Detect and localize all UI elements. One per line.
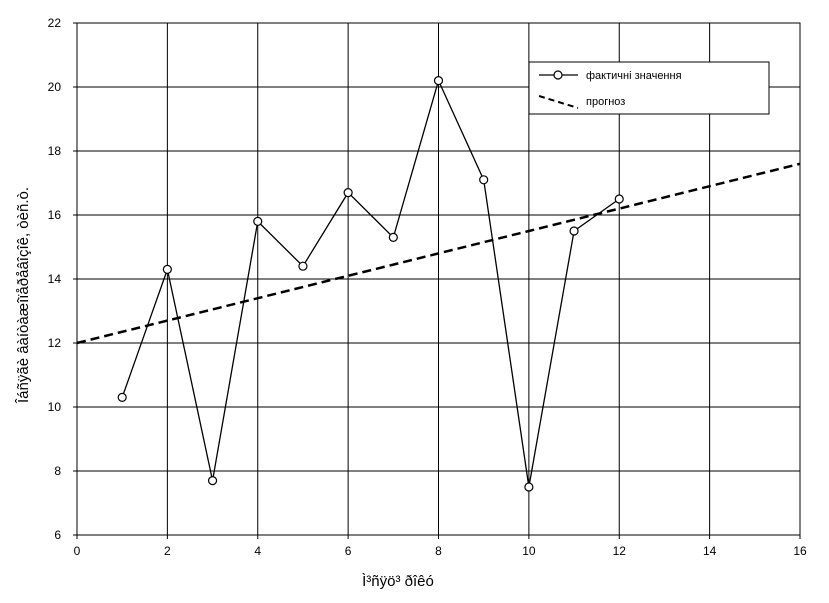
actual-value-point bbox=[479, 175, 489, 185]
x-tick-label: 8 bbox=[435, 544, 442, 558]
y-tick-label: 20 bbox=[48, 80, 62, 94]
x-tick-label: 10 bbox=[522, 544, 536, 558]
legend-label-forecast: прогноз bbox=[586, 96, 625, 108]
y-tick-label: 6 bbox=[54, 528, 61, 542]
y-tick-label: 16 bbox=[48, 208, 62, 222]
y-tick-label: 18 bbox=[48, 144, 62, 158]
actual-value-point bbox=[253, 216, 263, 226]
forecast-line bbox=[76, 162, 801, 345]
plot-frame bbox=[76, 22, 801, 536]
actual-value-point bbox=[207, 476, 218, 486]
y-tick-label: 14 bbox=[48, 272, 62, 286]
y-tick-label: 8 bbox=[54, 464, 61, 478]
x-tick-label: 14 bbox=[703, 544, 717, 558]
actual-values-line bbox=[121, 78, 620, 488]
y-tick-label: 12 bbox=[48, 336, 62, 350]
x-tick-label: 6 bbox=[345, 544, 352, 558]
actual-value-point bbox=[117, 392, 127, 402]
actual-value-point bbox=[343, 188, 353, 198]
data-series bbox=[76, 75, 801, 492]
y-axis-label: Îáñÿãè âàíòàæîïåðåâîçîê, òèñ.ò. bbox=[15, 187, 32, 404]
x-tick-label: 4 bbox=[254, 544, 261, 558]
x-axis-label: Ì³ñÿö³ ðîêó bbox=[362, 573, 434, 590]
tick-labels: 0 2 4 6 8 10 12 14 16 6 8 10 12 14 16 18 20 22 bbox=[48, 16, 807, 558]
x-tick-label: 16 bbox=[793, 544, 807, 558]
y-tick-label: 22 bbox=[48, 16, 62, 30]
x-tick-label: 2 bbox=[164, 544, 171, 558]
actual-value-point bbox=[433, 75, 444, 86]
actual-value-point bbox=[298, 261, 308, 271]
actual-value-point bbox=[388, 232, 398, 242]
actual-value-point bbox=[524, 482, 534, 492]
actual-value-point bbox=[614, 194, 624, 204]
legend-label-actual: фактичні значення bbox=[586, 70, 682, 82]
x-tick-label: 12 bbox=[613, 544, 627, 558]
legend-forecast-line bbox=[538, 95, 579, 109]
x-tick-label: 0 bbox=[74, 544, 81, 558]
actual-value-point bbox=[569, 226, 579, 236]
actual-value-point bbox=[162, 264, 172, 274]
legend: фактичні значення прогноз bbox=[528, 61, 770, 115]
legend-actual-marker bbox=[553, 70, 563, 80]
y-tick-label: 10 bbox=[48, 400, 62, 414]
